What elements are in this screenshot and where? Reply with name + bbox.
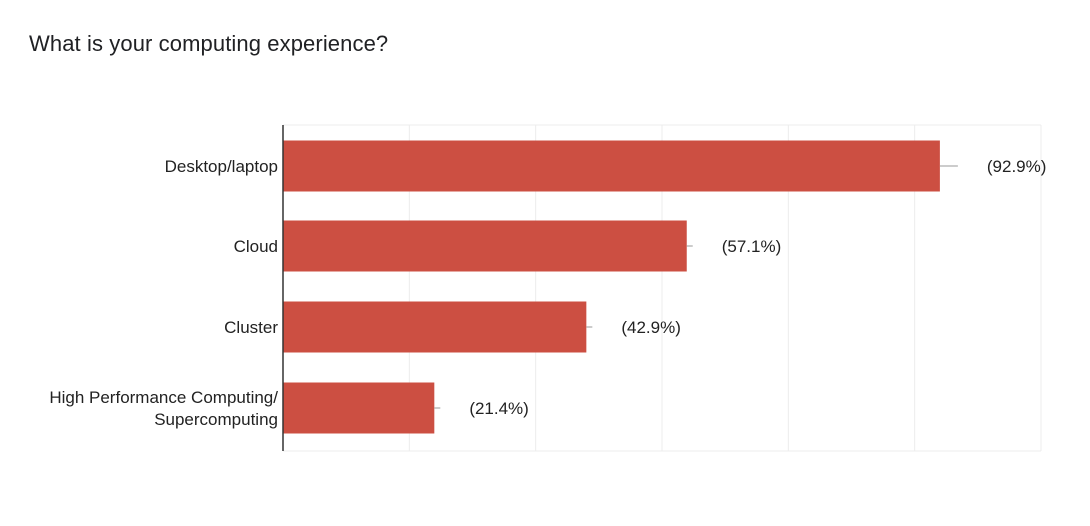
category-label: Cluster: [224, 318, 278, 337]
bar[interactable]: [283, 301, 587, 353]
value-label: (92.9%): [987, 157, 1047, 176]
bar[interactable]: [283, 382, 435, 434]
value-label: (42.9%): [621, 318, 681, 337]
bar[interactable]: [283, 220, 687, 272]
value-labels: (92.9%) (57.1%) (42.9%) (21.4%): [434, 157, 1046, 418]
bar[interactable]: [283, 140, 940, 192]
value-label: (21.4%): [469, 399, 529, 418]
category-labels: Desktop/laptop Cloud Cluster High Performan…: [49, 157, 278, 429]
bars: [283, 140, 940, 434]
category-label: High Performance Computing/: [49, 388, 278, 407]
value-label: (57.1%): [722, 237, 782, 256]
category-label: Cloud: [234, 237, 278, 256]
chart-title: What is your computing experience?: [29, 31, 389, 56]
category-label: Desktop/laptop: [165, 157, 278, 176]
category-label: Supercomputing: [154, 410, 278, 429]
